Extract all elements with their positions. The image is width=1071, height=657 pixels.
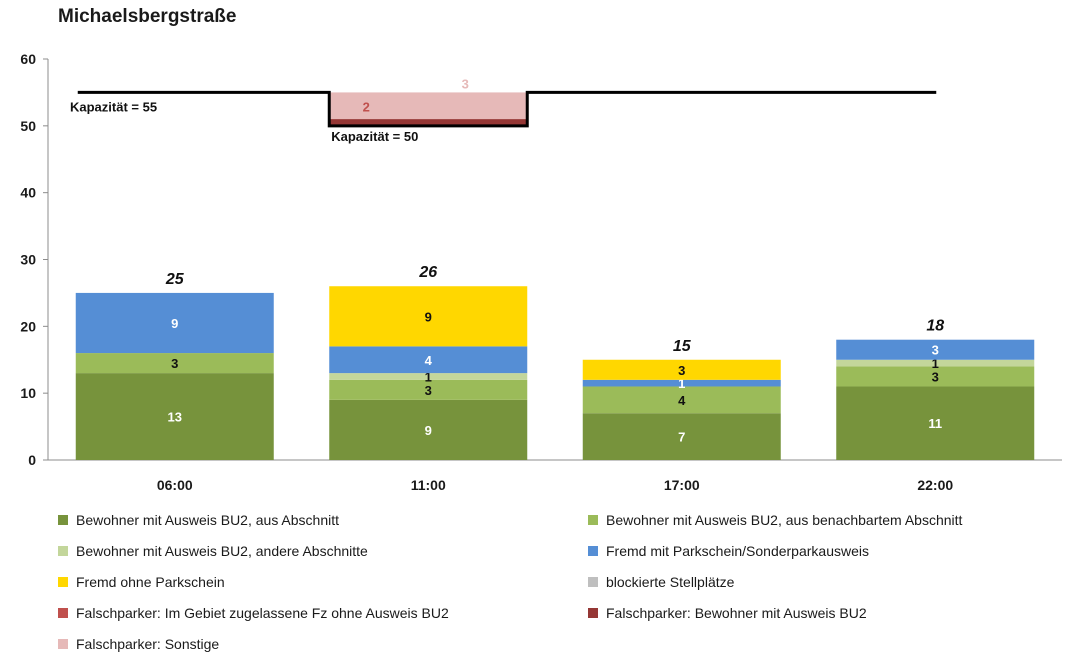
capacity-band-label: 3 [462,76,469,91]
legend-item: Falschparker: Sonstige [58,636,219,652]
bar-segment [75,292,274,354]
bar-segment-label: 4 [678,393,686,408]
legend-label: Bewohner mit Ausweis BU2, aus Abschnitt [76,512,340,528]
x-tick-label: 17:00 [664,477,700,493]
capacity-band-bewohner [329,119,528,126]
y-tick-label: 30 [20,252,36,268]
legend-label: Bewohner mit Ausweis BU2, andere Abschni… [76,543,368,559]
legend-item: blockierte Stellplätze [588,574,734,590]
legend-item: Bewohner mit Ausweis BU2, aus Abschnitt [58,512,339,528]
bar-total-label: 26 [418,264,437,281]
bar-segment [329,399,528,460]
legend-swatch [588,515,598,525]
bar-segment [75,353,274,374]
stacked-bar-chart: 010203040506013392506:00931492611:007413… [20,51,1062,493]
bar-total-label: 25 [165,271,185,288]
bar-total-label: 15 [673,338,692,355]
y-tick-label: 60 [20,51,36,67]
capacity-label-main: Kapazität = 55 [70,99,157,114]
legend-label: Bewohner mit Ausweis BU2, aus benachbart… [606,512,963,528]
bar-segment-label: 13 [168,410,182,425]
bar-segment [582,413,781,460]
legend-item: Bewohner mit Ausweis BU2, aus benachbart… [588,512,962,528]
y-tick-label: 10 [20,385,36,401]
legend-item: Bewohner mit Ausweis BU2, andere Abschni… [58,543,368,559]
bar-segment-label: 9 [425,423,432,438]
bar-segment-label: 3 [678,363,685,378]
bar-segment [836,339,1035,360]
bar-segment [75,373,274,460]
bar-segment-label: 4 [425,353,433,368]
legend-swatch [588,608,598,618]
y-tick-label: 20 [20,318,36,334]
capacity-line [77,90,937,128]
legend-label: Falschparker: Sonstige [76,636,220,652]
legend-label: Fremd ohne Parkschein [76,574,225,590]
y-tick-label: 0 [28,452,36,468]
bar-segment [582,386,781,414]
bar-total-label: 18 [926,318,944,335]
bar-segment-label: 3 [171,356,178,371]
bar-segment-label: 9 [425,309,432,324]
legend-item: Falschparker: Im Gebiet zugelassene Fz o… [58,605,449,621]
bar-segment [329,373,528,380]
x-tick-label: 22:00 [917,477,953,493]
legend-item: Falschparker: Bewohner mit Ausweis BU2 [588,605,867,621]
bar-segment [582,359,781,380]
bar-segment-label: 1 [678,376,685,391]
legend-swatch [58,546,68,556]
legend-swatch [588,577,598,587]
bar-segment-label: 11 [928,416,942,431]
legend-item: Fremd mit Parkschein/Sonderparkausweis [588,543,869,559]
y-tick-label: 40 [20,185,36,201]
bar-segment [329,379,528,400]
x-tick-label: 11:00 [411,477,446,493]
bar-segment-label: 1 [932,356,939,371]
legend-swatch [58,608,68,618]
bar-segment [329,346,528,374]
legend-label: Fremd mit Parkschein/Sonderparkausweis [606,543,869,559]
capacity-band-label: 2 [363,99,370,114]
bar-segment [329,286,528,347]
chart-title: Michaelsbergstraße [58,6,237,27]
bar-segment [836,386,1035,460]
legend-label: Falschparker: Bewohner mit Ausweis BU2 [606,605,867,621]
bar-segment-label: 9 [171,316,178,331]
legend-item: Fremd ohne Parkschein [58,574,225,590]
y-tick-label: 50 [20,118,36,134]
legend-label: blockierte Stellplätze [606,574,735,590]
legend-swatch [588,546,598,556]
bar-segment-label: 3 [932,369,939,384]
bar-segment [582,379,781,387]
bar-segment-label: 3 [932,343,939,358]
bar-segment-label: 7 [678,430,685,445]
bar-segment-label: 3 [425,383,432,398]
x-tick-label: 06:00 [157,477,193,493]
legend-swatch [58,639,68,649]
capacity-label-reduced: Kapazität = 50 [331,129,418,144]
legend-swatch [58,515,68,525]
bar-segment-label: 1 [425,369,432,384]
bar-segment [836,366,1035,387]
legend-label: Falschparker: Im Gebiet zugelassene Fz o… [76,605,449,621]
legend-swatch [58,577,68,587]
bar-segment [836,359,1035,367]
